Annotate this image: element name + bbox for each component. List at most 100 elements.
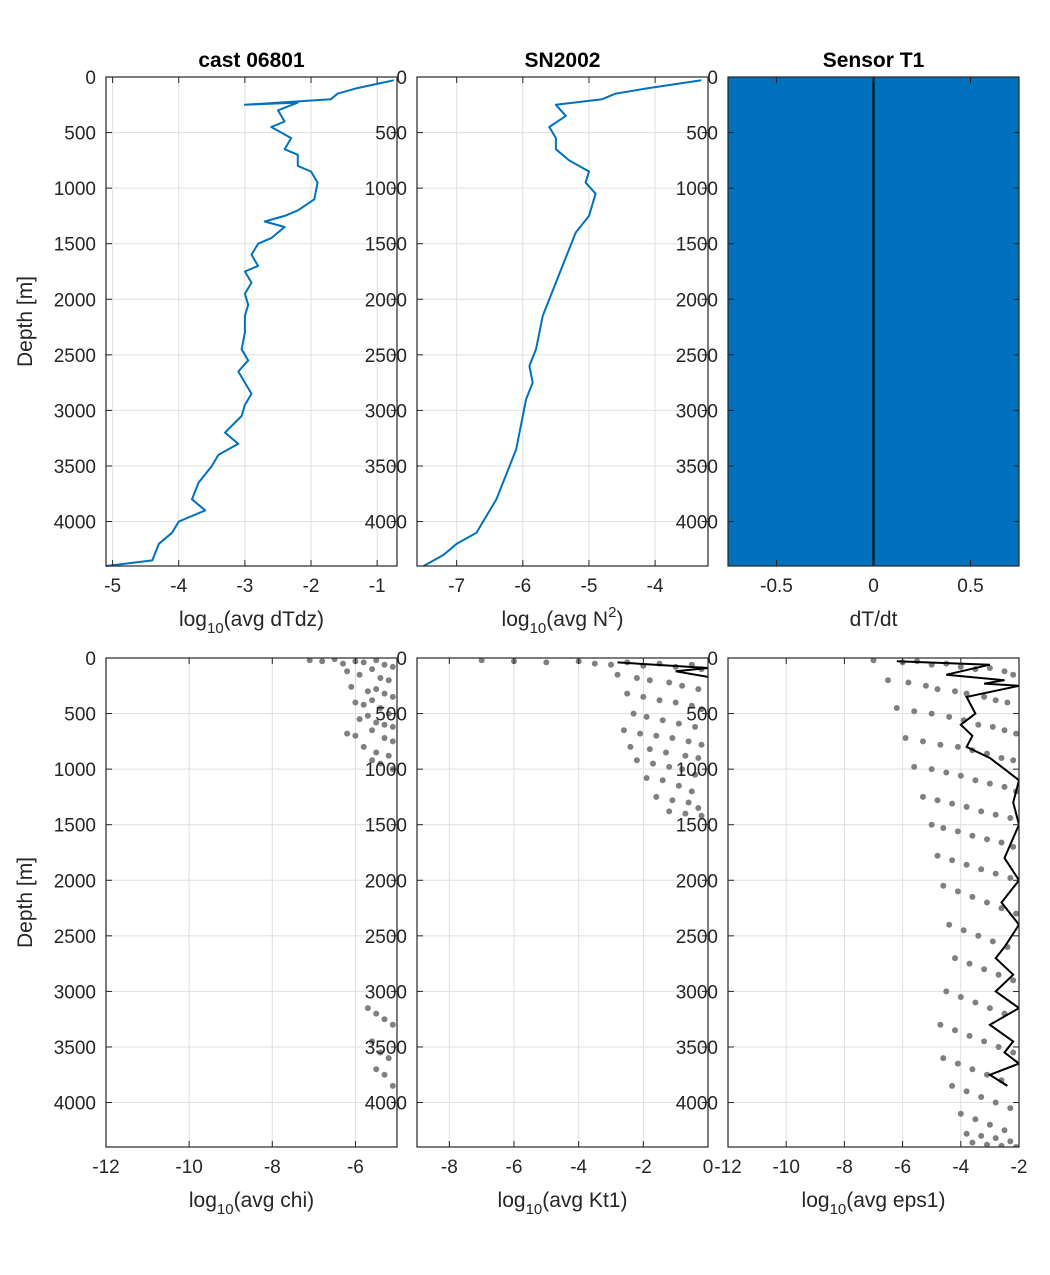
scatter-point bbox=[905, 679, 912, 686]
x-label-sup: 2 bbox=[608, 604, 616, 621]
x-label-sub: 10 bbox=[530, 620, 547, 637]
scatter-point bbox=[986, 665, 993, 671]
scatter-point bbox=[679, 766, 686, 773]
scatter-point bbox=[381, 1016, 388, 1023]
scatter-point bbox=[954, 1060, 961, 1067]
y-tick-label: 3000 bbox=[365, 401, 407, 422]
scatter-point bbox=[1007, 875, 1014, 881]
panel-1: -5 -4 -3 -2 -1 0 500 1000 1500 2000 2500 3000 3500 40… bbox=[14, 49, 398, 637]
scatter-point bbox=[870, 658, 877, 664]
scatter-point bbox=[963, 861, 970, 868]
scatter-point bbox=[992, 870, 999, 877]
scatter-point bbox=[934, 686, 941, 693]
scatter-point bbox=[986, 1121, 993, 1128]
plot-background bbox=[417, 658, 708, 1147]
scatter-point bbox=[356, 671, 363, 678]
scatter-point bbox=[672, 699, 679, 706]
scatter-point bbox=[633, 675, 640, 681]
scatter-point bbox=[369, 727, 376, 734]
scatter-point bbox=[940, 1055, 947, 1062]
x-tick-label: -8 bbox=[264, 1157, 281, 1178]
scatter-point bbox=[1001, 783, 1008, 790]
axes-frame bbox=[727, 657, 1020, 1148]
scatter-point bbox=[352, 699, 359, 706]
y-tick-label: 2000 bbox=[365, 871, 407, 892]
y-tick-label: 4000 bbox=[676, 513, 718, 534]
y-axis-label: Depth [m] bbox=[14, 857, 37, 948]
scatter-point bbox=[369, 757, 376, 764]
scatter-point bbox=[653, 793, 660, 800]
y-tick-label: 2500 bbox=[676, 346, 718, 367]
y-tick-label: 3500 bbox=[365, 457, 407, 478]
scatter-point bbox=[1007, 1105, 1014, 1112]
scatter-point bbox=[643, 775, 650, 781]
scatter-point bbox=[954, 743, 961, 750]
scatter-point bbox=[969, 832, 976, 839]
scatter-point bbox=[389, 693, 396, 700]
scatter-point bbox=[940, 825, 947, 831]
scatter-point bbox=[902, 735, 909, 741]
scatter-point bbox=[963, 1088, 970, 1095]
scatter-point bbox=[698, 741, 705, 748]
scatter-point bbox=[675, 720, 682, 727]
y-tick-label: 500 bbox=[375, 705, 407, 726]
y-tick-label: 2000 bbox=[676, 290, 718, 311]
y-tick-label: 500 bbox=[375, 124, 407, 145]
scatter-point bbox=[975, 721, 982, 728]
scatter-point bbox=[685, 738, 692, 745]
scatter-point bbox=[957, 994, 964, 1000]
x-tick-label: -6 bbox=[347, 1157, 364, 1178]
scatter-point bbox=[893, 705, 900, 711]
x-tick-label: -3 bbox=[236, 576, 253, 597]
plot-background bbox=[728, 658, 1019, 1147]
panel-6: -12 -10 -8 -6 -4 -2 0 500 1000 1500 2000 2500 3000 35… bbox=[676, 649, 1028, 1218]
scatter-point bbox=[381, 1071, 388, 1078]
scatter-point bbox=[666, 763, 673, 770]
x-label-rest: (avg N bbox=[546, 608, 608, 631]
scatter-point bbox=[1010, 671, 1017, 678]
scatter-point bbox=[981, 693, 988, 700]
axes-frame bbox=[105, 76, 398, 567]
scatter-point bbox=[364, 1005, 371, 1012]
scatter-point bbox=[989, 723, 996, 730]
x-tick-label: -7 bbox=[448, 576, 465, 597]
scatter-point bbox=[1010, 757, 1017, 764]
scatter-point bbox=[377, 675, 384, 681]
scatter-point bbox=[949, 1082, 956, 1089]
scatter-point bbox=[885, 677, 891, 684]
y-tick-label: 4000 bbox=[365, 1094, 407, 1115]
scatter-point bbox=[995, 1044, 1002, 1050]
scatter-point bbox=[381, 721, 388, 728]
scatter-point bbox=[344, 730, 351, 737]
scatter-point bbox=[992, 811, 999, 818]
y-tick-label: 1000 bbox=[54, 760, 96, 781]
scatter-point bbox=[934, 852, 941, 859]
x-label-main: log bbox=[502, 608, 530, 631]
axes-frame bbox=[416, 76, 709, 567]
y-tick-label: 0 bbox=[396, 68, 407, 89]
scatter-point bbox=[981, 966, 988, 973]
x-tick-label: -12 bbox=[92, 1157, 119, 1178]
scatter-point bbox=[911, 708, 918, 715]
scatter-point bbox=[952, 688, 958, 695]
scatter-point bbox=[995, 971, 1002, 978]
scatter-point bbox=[1013, 730, 1019, 737]
scatter-point bbox=[992, 697, 999, 704]
y-tick-label: 1500 bbox=[676, 235, 718, 256]
scatter-point bbox=[969, 1066, 976, 1073]
x-axis-label: log10(avg N2) bbox=[502, 604, 624, 637]
scatter-point bbox=[978, 866, 985, 873]
scatter-point bbox=[608, 661, 614, 668]
x-label-main: log bbox=[189, 1189, 217, 1212]
x-tick-label: -10 bbox=[175, 1157, 202, 1178]
y-tick-label: 3500 bbox=[54, 457, 96, 478]
x-tick-label: -4 bbox=[647, 576, 664, 597]
scatter-point bbox=[911, 763, 918, 770]
scatter-point bbox=[373, 658, 380, 664]
y-tick-label: 0 bbox=[396, 649, 407, 670]
scatter-point bbox=[669, 797, 676, 804]
y-tick-label: 500 bbox=[64, 124, 96, 145]
scatter-point bbox=[969, 893, 976, 900]
y-tick-label: 3000 bbox=[676, 982, 718, 1003]
